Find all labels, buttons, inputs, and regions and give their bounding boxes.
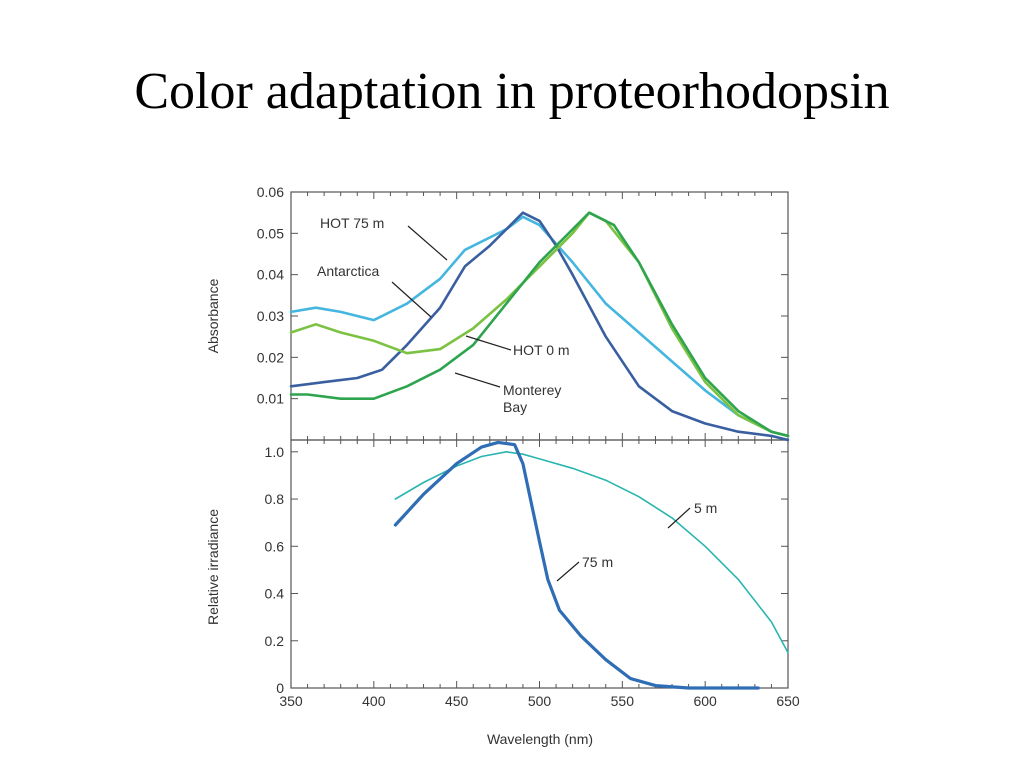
y-tick-label-p1: 0.8 [265, 491, 285, 507]
irradiance-plot-frame [290, 439, 789, 689]
annotation-line-antarctica [391, 281, 432, 318]
annotation-line-hot-75m [407, 225, 448, 261]
series-line-hot-0-m [289, 211, 790, 438]
x-tick-label: 500 [528, 693, 552, 709]
slide-title: Color adaptation in proteorhodopsin [134, 63, 890, 120]
y-tick-label-p0: 0.06 [257, 184, 284, 200]
annotation-75m: 75 m [582, 554, 613, 570]
annotation-5m: 5 m [694, 500, 717, 516]
series-line-antarctica [289, 211, 790, 442]
y-tick-label-p1: 0.2 [265, 633, 285, 649]
y-tick-label-p1: 1.0 [265, 444, 285, 460]
annotation-line-hot-0m [465, 335, 512, 351]
series-line-hot-75-m [289, 215, 790, 438]
x-tick-label: 450 [445, 693, 469, 709]
y-tick-label-p0: 0.02 [257, 349, 284, 365]
annotation-monterey: Monterey [503, 382, 561, 398]
annotation-hot-0m: HOT 0 m [513, 342, 570, 358]
x-tick-label: 400 [362, 693, 386, 709]
wavelength-axis-label: Wavelength (nm) [487, 731, 593, 747]
annotation-line-monterey [454, 372, 501, 388]
x-tick-label: 350 [279, 693, 303, 709]
series-line-monterey-bay [289, 211, 790, 438]
annotation-hot-75m: HOT 75 m [320, 215, 384, 231]
y-tick-label-p1: 0.4 [265, 586, 285, 602]
y-tick-label-p0: 0.04 [257, 267, 284, 283]
y-tick-label-p0: 0.05 [257, 225, 284, 241]
x-tick-label: 650 [776, 693, 800, 709]
series-line-5-m [394, 451, 789, 654]
annotation-antarctica: Antarctica [317, 263, 379, 279]
y-tick-label-p0: 0.03 [257, 308, 284, 324]
x-tick-label: 600 [693, 693, 717, 709]
x-tick-label: 550 [611, 693, 635, 709]
irradiance-axis-label: Relative irradiance [205, 509, 221, 625]
y-tick-label-p0: 0.01 [257, 391, 284, 407]
y-tick-label-p1: 0.6 [265, 538, 285, 554]
annotation-line-5m [667, 507, 691, 529]
series-line-75-m [393, 440, 760, 690]
annotation-bay: Bay [503, 399, 527, 415]
annotation-line-75m [556, 561, 580, 582]
y-tick-label-p1: 0 [276, 680, 284, 696]
absorbance-axis-label: Absorbance [205, 278, 221, 353]
